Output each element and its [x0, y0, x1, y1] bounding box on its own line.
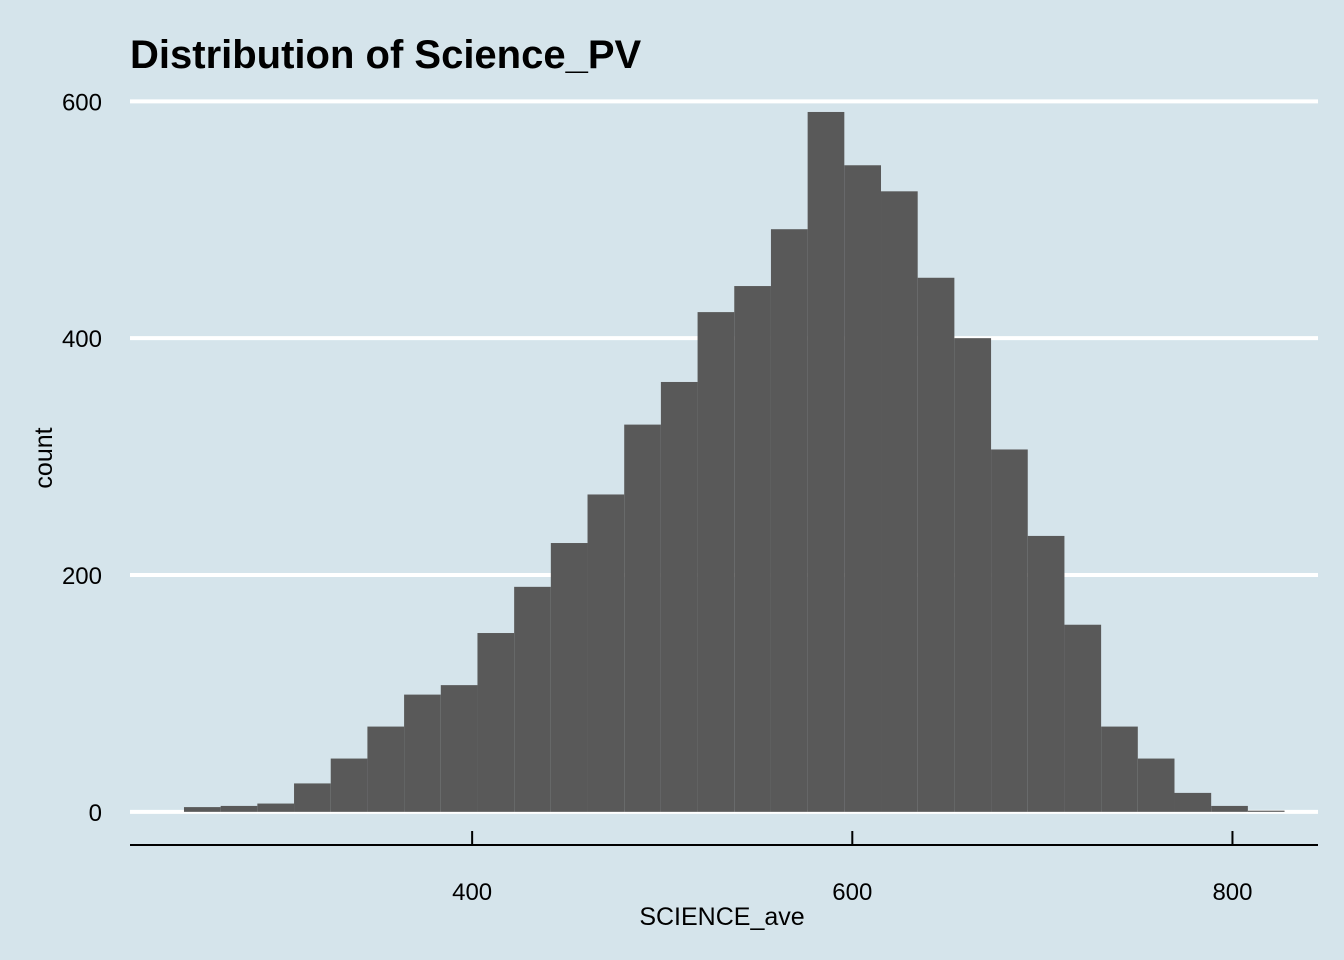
histogram-bars [183, 111, 1285, 812]
histogram-bar-23 [1027, 535, 1065, 812]
histogram-bar-6 [404, 694, 441, 812]
histogram-bar-1 [220, 805, 258, 812]
histogram-bar-5 [367, 726, 405, 812]
histogram-bar-11 [587, 494, 625, 812]
y-axis-ticks: 0 200 400 600 [62, 89, 102, 827]
histogram-bar-27 [1174, 792, 1212, 812]
histogram-bar-4 [330, 758, 368, 812]
chart-title: Distribution of Science_PV [130, 33, 642, 77]
y-tick-label-600: 600 [62, 89, 102, 116]
histogram-bar-20 [917, 277, 955, 812]
x-axis-ticks: 400 600 800 [452, 831, 1252, 906]
histogram-bar-16 [770, 229, 808, 812]
y-tick-label-400: 400 [62, 326, 102, 353]
histogram-bar-9 [514, 586, 551, 812]
y-tick-label-200: 200 [62, 563, 102, 590]
histogram-bar-17 [807, 111, 845, 812]
histogram-bar-3 [294, 783, 331, 812]
histogram-bar-10 [550, 543, 588, 812]
histogram-bar-0 [183, 807, 221, 812]
histogram-bar-22 [991, 449, 1028, 812]
histogram-bar-26 [1137, 758, 1175, 812]
histogram-bar-7 [440, 685, 478, 812]
histogram-bar-2 [257, 803, 295, 812]
histogram-bar-18 [844, 165, 882, 812]
x-tick-label-400: 400 [452, 879, 492, 906]
x-tick-label-600: 600 [832, 879, 872, 906]
histogram-bar-28 [1211, 805, 1248, 812]
histogram-bar-14 [697, 312, 735, 812]
histogram-bar-19 [881, 191, 918, 812]
histogram-bar-29 [1247, 810, 1285, 812]
histogram-bar-21 [954, 338, 992, 812]
y-axis-label: count [30, 427, 58, 488]
histogram-bar-8 [477, 633, 515, 812]
histogram-bar-24 [1064, 624, 1102, 812]
x-tick-label-800: 800 [1212, 879, 1252, 906]
histogram-bar-15 [734, 286, 771, 812]
histogram-bar-25 [1101, 726, 1138, 812]
histogram-bar-13 [660, 381, 698, 812]
x-axis-label: SCIENCE_ave [639, 903, 804, 931]
histogram-bar-12 [624, 424, 661, 812]
y-tick-label-0: 0 [89, 800, 102, 827]
